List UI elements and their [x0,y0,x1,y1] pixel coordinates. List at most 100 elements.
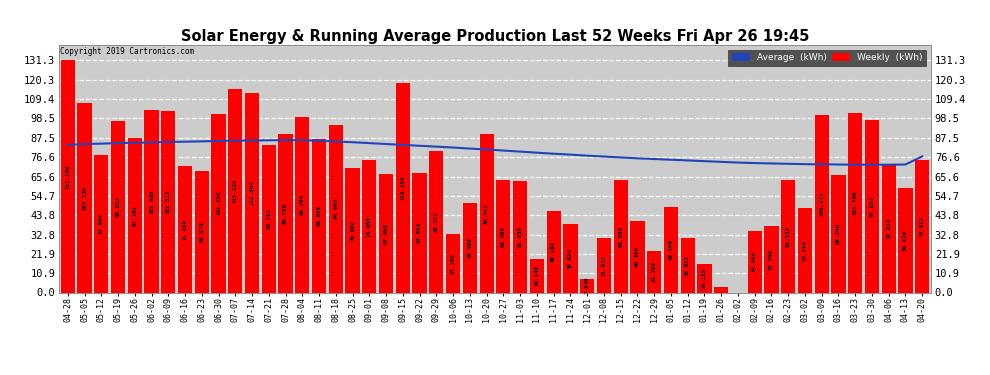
Text: 74.912: 74.912 [920,216,925,237]
Text: 50.560: 50.560 [467,237,472,258]
Bar [295,117,310,292]
Bar [94,155,109,292]
Text: 37.796: 37.796 [769,249,774,270]
Text: 96.832: 96.832 [116,196,121,217]
Bar [261,144,276,292]
Text: 67.008: 67.008 [383,223,389,244]
Text: 16.128: 16.128 [702,268,707,289]
Text: 74.956: 74.956 [367,216,372,237]
Text: 72.224: 72.224 [886,218,891,239]
Bar [346,168,359,292]
Bar [329,126,343,292]
Bar [597,238,611,292]
Text: 40.408: 40.408 [635,246,640,267]
Text: 97.632: 97.632 [869,196,874,217]
Text: 102.512: 102.512 [165,190,171,214]
Text: 33.100: 33.100 [450,253,455,274]
Text: 31.072: 31.072 [601,255,607,276]
Text: 80.272: 80.272 [434,211,439,232]
Bar [546,211,560,292]
Bar [798,208,812,292]
Bar [145,111,158,292]
Text: 68.976: 68.976 [199,221,204,242]
Text: 7.840: 7.840 [585,277,590,294]
Bar [664,207,678,292]
Bar [580,279,594,292]
Text: 46.104: 46.104 [551,241,556,262]
Text: 131.280: 131.280 [65,164,70,189]
Bar [915,160,930,292]
Text: 62.956: 62.956 [518,226,523,248]
Bar [77,103,92,292]
Text: 112.864: 112.864 [249,180,254,205]
Text: 89.412: 89.412 [484,203,489,224]
Bar [832,176,845,292]
Text: 66.208: 66.208 [836,224,841,245]
Bar [898,188,913,292]
Text: 30.912: 30.912 [685,255,690,276]
Bar [446,234,460,292]
Bar [479,134,494,292]
Legend: Average  (kWh), Weekly  (kWh): Average (kWh), Weekly (kWh) [729,50,926,66]
Text: Copyright 2019 Cartronics.com: Copyright 2019 Cartronics.com [60,48,194,57]
Bar [379,174,393,292]
Bar [111,122,125,292]
Bar [614,180,628,292]
Bar [647,252,661,292]
Text: 101.780: 101.780 [852,190,857,215]
Bar [60,60,75,292]
Bar [413,172,427,292]
Bar [815,115,829,292]
Bar [228,89,243,292]
Bar [563,224,577,292]
Bar [212,114,226,292]
Text: 23.200: 23.200 [651,261,656,282]
Text: 94.496: 94.496 [334,198,339,219]
Text: 89.760: 89.760 [283,202,288,223]
Bar [697,264,712,292]
Bar [195,171,209,292]
Bar [714,287,729,292]
Bar [128,138,142,292]
Bar [865,120,879,292]
Text: 107.136: 107.136 [82,186,87,210]
Text: 48.160: 48.160 [668,239,673,260]
Bar [178,166,192,292]
Bar [462,203,477,292]
Bar [848,112,862,292]
Title: Solar Energy & Running Average Production Last 52 Weeks Fri Apr 26 19:45: Solar Energy & Running Average Productio… [181,29,809,44]
Text: 100.272: 100.272 [819,192,825,216]
Text: 70.692: 70.692 [350,219,355,240]
Text: 99.204: 99.204 [300,194,305,215]
Text: 63.552: 63.552 [786,226,791,247]
Text: 77.864: 77.864 [99,213,104,234]
Bar [882,165,896,292]
Text: 19.148: 19.148 [535,265,540,286]
Text: 118.256: 118.256 [400,176,405,200]
Text: 86.668: 86.668 [317,206,322,226]
Bar [680,238,695,292]
Text: 83.712: 83.712 [266,208,271,229]
Bar [764,226,778,292]
Text: 38.924: 38.924 [568,248,573,268]
Text: 47.776: 47.776 [803,240,808,261]
Bar [245,93,259,292]
Bar [362,160,376,292]
Text: 34.944: 34.944 [752,251,757,272]
Text: 101.104: 101.104 [216,191,221,215]
Bar [530,259,544,292]
Bar [496,180,511,292]
Text: 63.584: 63.584 [618,226,623,247]
Text: 59.220: 59.220 [903,230,908,251]
Text: 115.224: 115.224 [233,178,238,203]
Bar [396,84,410,292]
Text: 102.968: 102.968 [149,189,154,214]
Text: 71.432: 71.432 [182,219,187,240]
Bar [278,134,293,292]
Bar [430,151,444,292]
Text: 87.192: 87.192 [133,205,138,226]
Text: 63.808: 63.808 [501,226,506,247]
Bar [631,221,644,292]
Bar [513,181,528,292]
Bar [312,139,326,292]
